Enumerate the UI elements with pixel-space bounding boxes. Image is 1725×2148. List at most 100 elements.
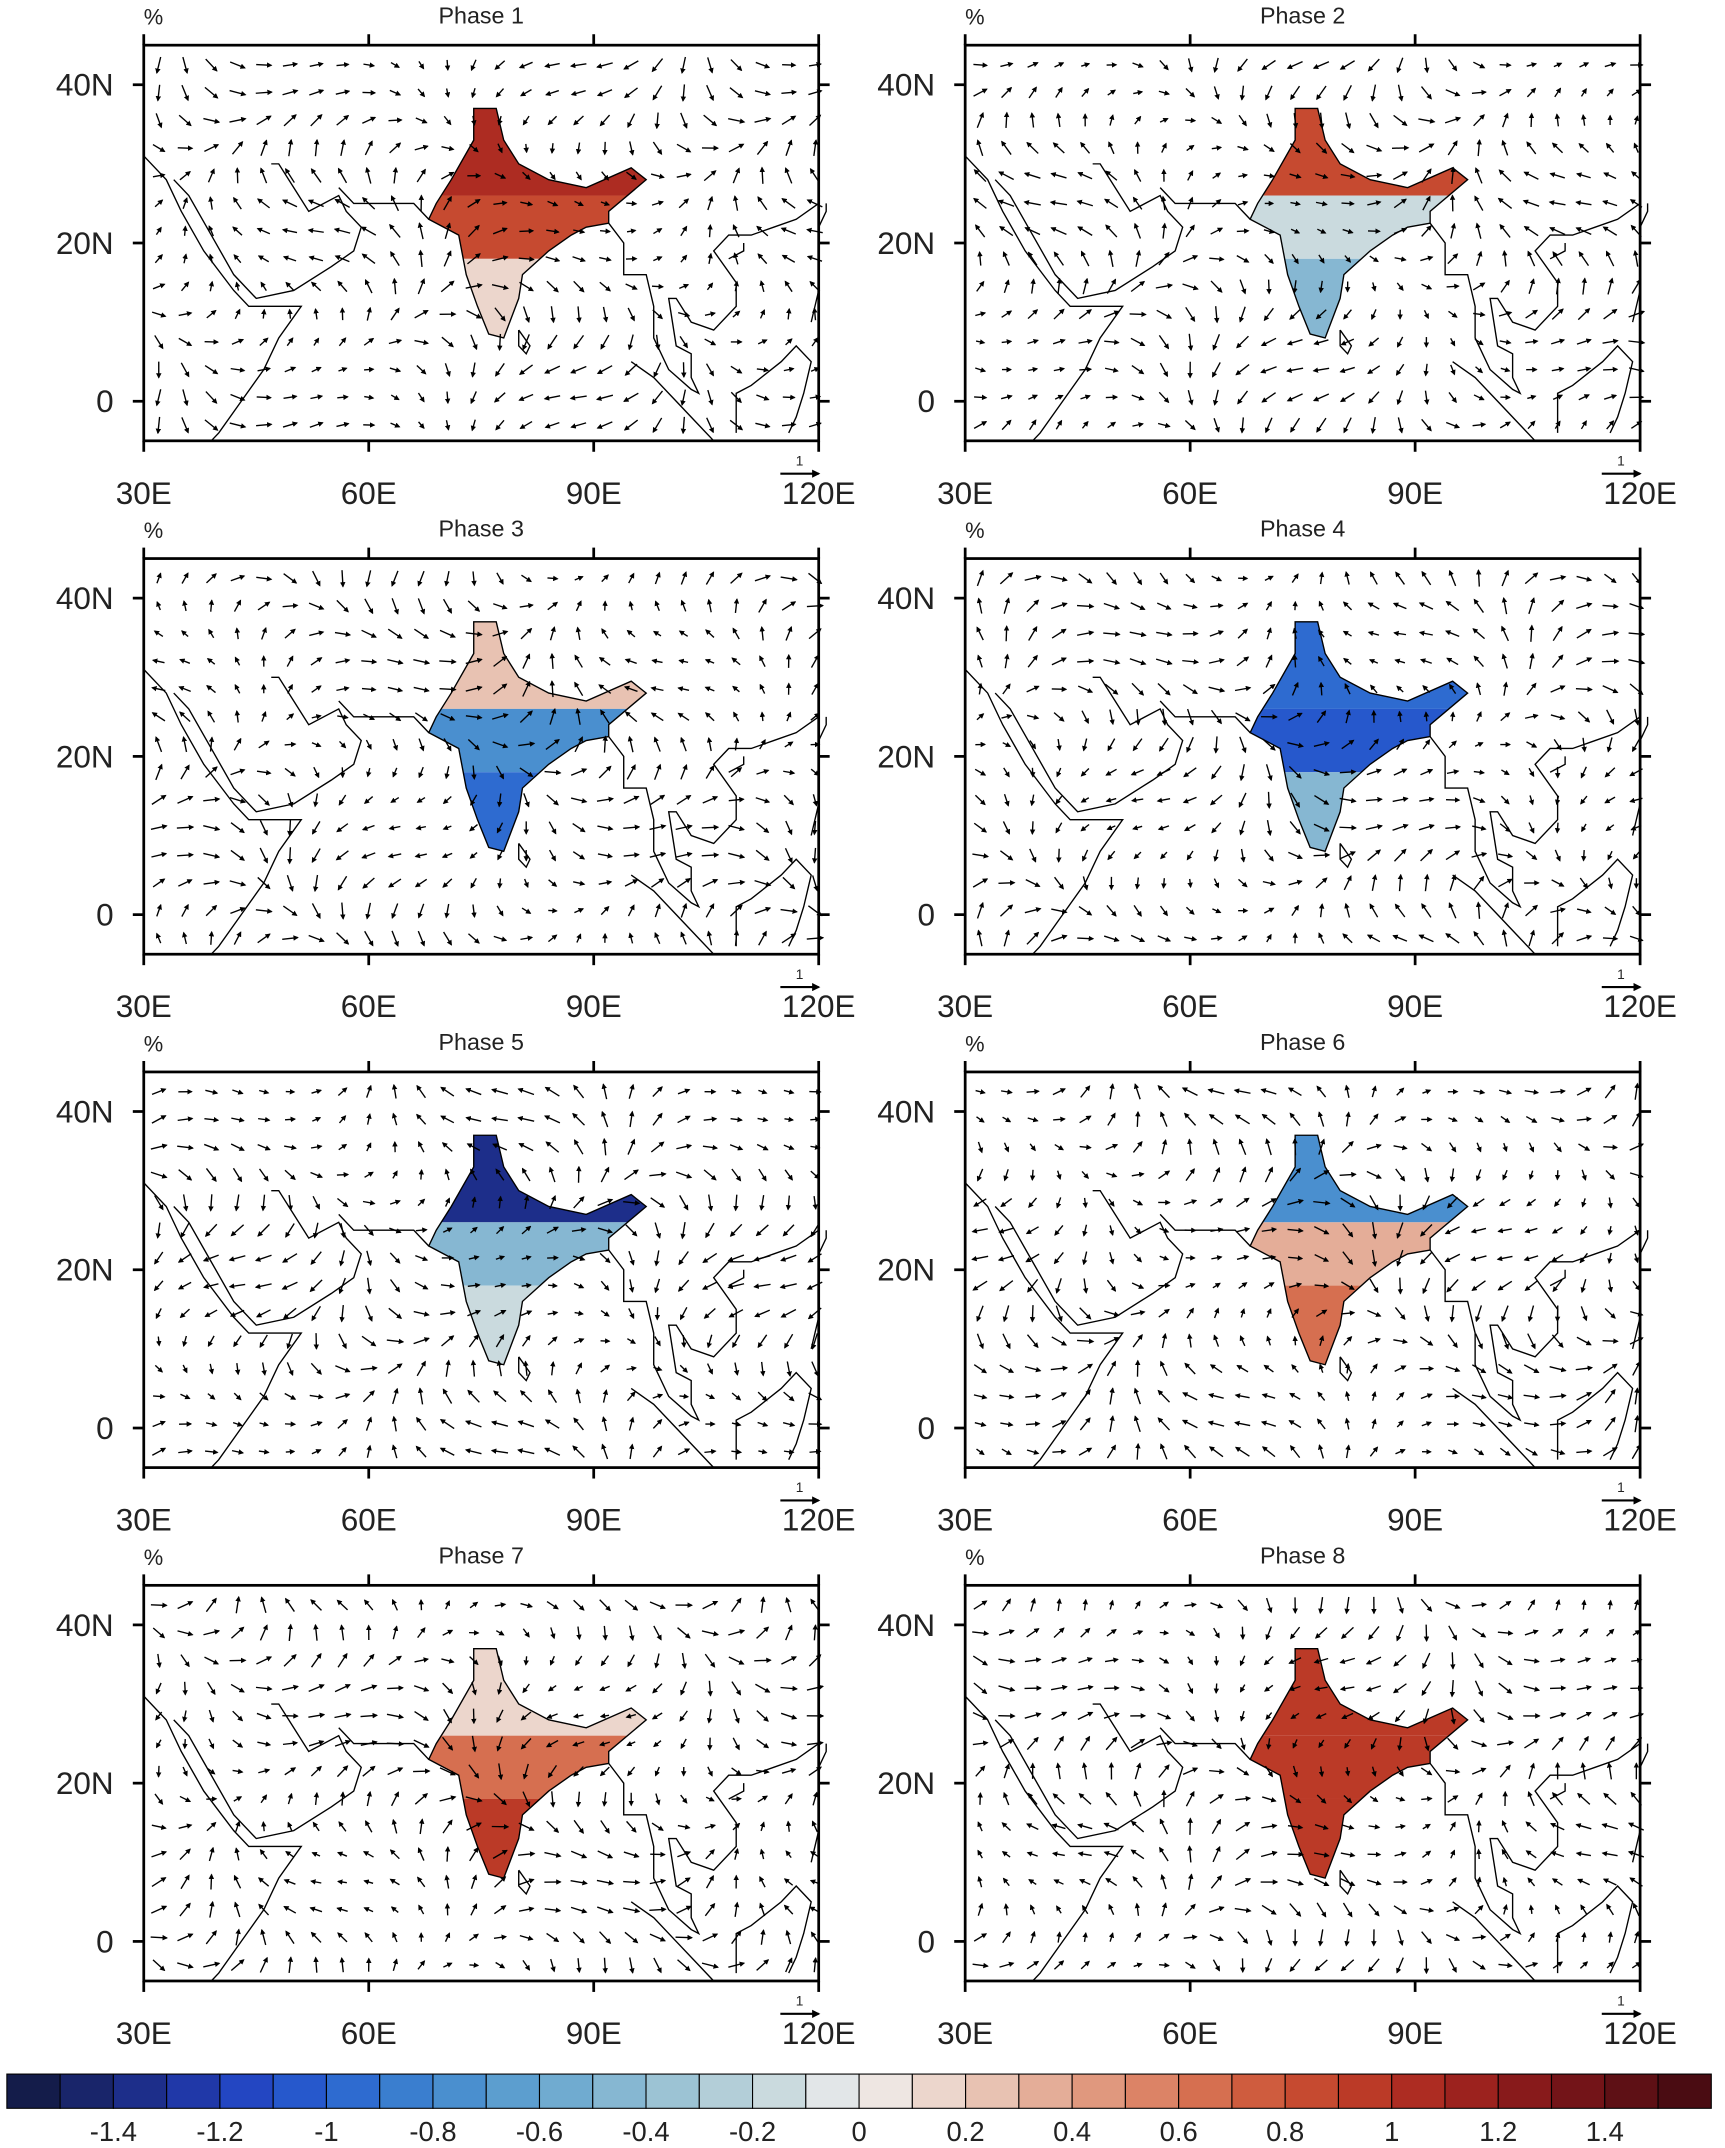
wind-vector	[1288, 1685, 1301, 1692]
wind-vector	[521, 1167, 531, 1182]
wind-vector	[284, 366, 297, 373]
wind-vector	[1602, 226, 1618, 236]
wind-vector	[1133, 168, 1142, 182]
wind-vector	[596, 796, 615, 803]
wind-vector	[570, 1879, 588, 1886]
wind-vector	[1601, 658, 1620, 665]
wind-vector	[492, 255, 509, 262]
wind-vector	[309, 89, 325, 96]
wind-vector	[1108, 141, 1115, 155]
wind-vector	[518, 1142, 534, 1152]
wind-vector	[1340, 1197, 1356, 1208]
wind-vector	[1367, 849, 1382, 862]
colorbar-box	[166, 2073, 221, 2109]
wind-vector	[649, 1878, 667, 1885]
wind-vector	[973, 62, 989, 68]
wind-vector	[1554, 849, 1561, 862]
wind-vector	[1446, 1906, 1460, 1913]
wind-vector	[1079, 1417, 1091, 1431]
wind-vector	[1502, 250, 1508, 267]
panel-title: Phase 4	[1260, 516, 1345, 542]
wind-vector	[1159, 737, 1169, 752]
wind-vector	[231, 141, 244, 155]
wind-vector	[1576, 1391, 1593, 1401]
wind-vector	[308, 255, 324, 262]
wind-vector	[756, 822, 770, 834]
wind-vector	[599, 1685, 610, 1692]
wind-vector	[155, 389, 162, 407]
wind-vector	[229, 116, 247, 123]
wind-vector	[1234, 685, 1252, 692]
wind-vector	[679, 1393, 690, 1400]
wind-vector	[1239, 764, 1245, 782]
wind-vector	[232, 1739, 244, 1748]
colorbar-label: 0	[851, 2116, 866, 2147]
wind-vector	[259, 1392, 269, 1401]
wind-vector	[361, 197, 376, 210]
anomaly-region	[1250, 258, 1468, 338]
coastline	[338, 187, 430, 220]
wind-vector	[1263, 228, 1275, 234]
wind-vector	[1524, 713, 1539, 720]
wind-vector	[1129, 631, 1147, 638]
wind-vector	[1213, 878, 1220, 889]
wind-vector	[1052, 1793, 1065, 1805]
wind-vector	[366, 1142, 372, 1152]
wind-vector	[337, 167, 348, 184]
wind-vector	[624, 1169, 639, 1181]
wind-vector	[468, 1933, 479, 1942]
wind-vector	[235, 1928, 241, 1946]
wind-vector	[573, 280, 585, 293]
wind-vector	[650, 794, 666, 806]
colorbar-box	[219, 2073, 274, 2109]
wind-vector	[313, 1623, 319, 1641]
wind-vector	[976, 597, 983, 614]
wind-vector	[258, 1903, 270, 1916]
wind-vector	[1077, 1851, 1092, 1857]
wind-vector	[574, 1310, 584, 1316]
wind-vector	[1001, 310, 1013, 318]
coastline	[1429, 1229, 1641, 1422]
wind-vector	[1131, 365, 1145, 375]
wind-vector	[1292, 1335, 1298, 1346]
coastline	[1339, 843, 1353, 869]
x-tick-label: 60E	[341, 2016, 397, 2051]
wind-vector	[1448, 1625, 1458, 1641]
wind-vector	[181, 417, 190, 434]
wind-vector	[360, 1684, 378, 1692]
wind-vector	[753, 1255, 771, 1262]
wind-vector	[471, 571, 477, 587]
wind-vector	[1053, 251, 1065, 266]
wind-vector	[312, 1195, 320, 1210]
wind-vector	[467, 738, 480, 751]
wind-vector	[233, 1335, 242, 1348]
wind-vector	[1318, 903, 1325, 918]
wind-vector	[1080, 1960, 1090, 1970]
wind-vector	[418, 249, 424, 268]
wind-vector	[1315, 200, 1328, 207]
wind-vector	[1449, 1142, 1457, 1153]
wind-vector	[812, 794, 818, 807]
wind-vector	[544, 421, 560, 429]
wind-vector	[1287, 1879, 1304, 1886]
wind-vector	[366, 1250, 373, 1267]
wind-vector	[336, 421, 350, 428]
wind-vector	[1578, 1143, 1591, 1151]
wind-vector	[154, 1364, 164, 1373]
wind-vector	[1238, 1282, 1248, 1289]
wind-vector	[1393, 198, 1407, 209]
wind-vector	[730, 365, 743, 374]
wind-vector	[756, 1959, 770, 1971]
wind-vector	[1552, 1628, 1564, 1637]
wind-vector	[1210, 280, 1223, 293]
wind-vector	[497, 850, 503, 861]
wind-vector	[208, 628, 215, 639]
wind-vector	[973, 1364, 988, 1374]
wind-vector	[444, 222, 452, 240]
wind-vector	[206, 685, 216, 694]
wind-vector	[363, 796, 374, 804]
wind-vector	[1315, 173, 1329, 179]
wind-vector	[1367, 1337, 1381, 1344]
wind-vector	[1001, 419, 1012, 431]
wind-vector	[1261, 1393, 1276, 1399]
